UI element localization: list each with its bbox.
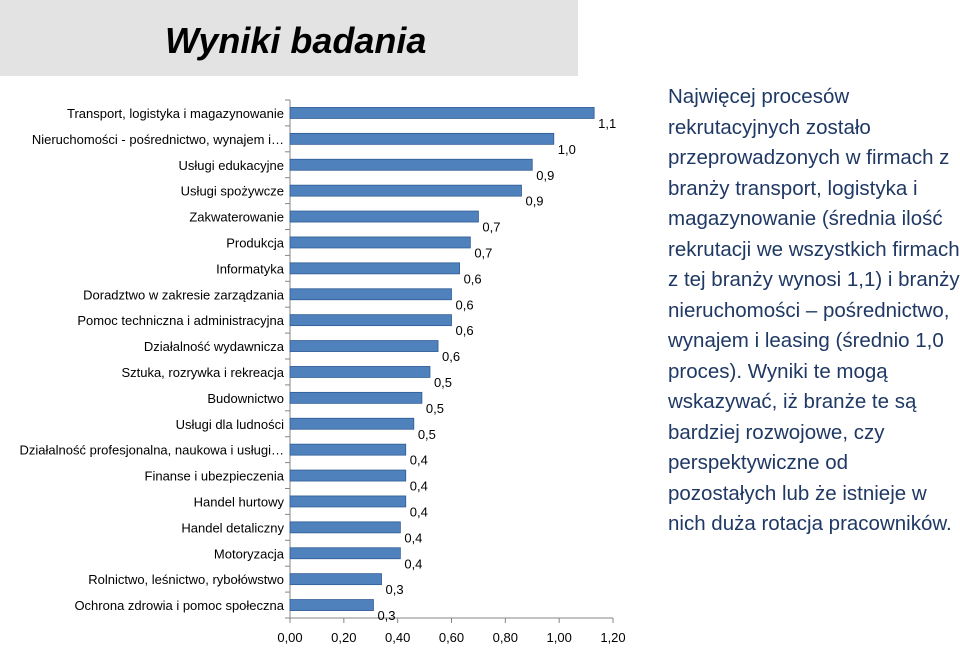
data-label: 0,4 (410, 479, 428, 494)
x-tick-label: 1,00 (547, 630, 572, 645)
bar (289, 340, 439, 352)
data-label: 0,9 (525, 194, 543, 209)
summary-text: Najwięcej procesów rekrutacyjnych został… (668, 85, 960, 535)
bar (289, 210, 479, 223)
bar (289, 443, 407, 456)
category-label: Informatyka (216, 261, 285, 276)
category-label: Ochrona zdrowia i pomoc społeczna (74, 598, 284, 613)
chart-bars (289, 107, 595, 611)
data-label: 0,5 (418, 427, 436, 442)
data-label: 0,4 (410, 504, 428, 519)
page-title: Wyniki badania (165, 20, 427, 61)
bar (289, 236, 471, 249)
x-tick-label: 0,20 (331, 630, 356, 645)
bar (289, 521, 401, 534)
bar (289, 547, 401, 560)
data-label: 0,3 (386, 582, 404, 597)
category-label: Finanse i ubezpieczenia (145, 469, 285, 484)
bar (289, 158, 533, 171)
bar (289, 366, 431, 378)
category-label: Transport, logistyka i magazynowanie (67, 106, 284, 121)
data-label: 0,4 (410, 453, 428, 468)
category-label: Rolnictwo, leśnictwo, rybołówstwo (88, 572, 284, 587)
data-label: 1,1 (598, 116, 616, 131)
x-tick-label: 0,40 (385, 630, 410, 645)
data-label: 0,6 (464, 271, 482, 286)
data-label: 0,5 (434, 375, 452, 390)
data-label: 0,9 (536, 168, 554, 183)
category-label: Działalność wydawnicza (144, 339, 285, 354)
data-label: 1,0 (558, 142, 576, 157)
chart-labels: Transport, logistyka i magazynowanie 1,1 N… (20, 106, 617, 623)
bar (289, 417, 415, 430)
data-label: 0,4 (404, 556, 422, 571)
x-tick-label: 0,80 (493, 630, 518, 645)
bar (289, 469, 407, 482)
bar (289, 314, 452, 327)
category-label: Budownictwo (207, 391, 284, 406)
bar (289, 132, 555, 145)
bar (289, 262, 460, 275)
bar (289, 288, 452, 301)
category-label: Usługi edukacyjne (178, 158, 284, 173)
category-label: Sztuka, rozrywka i rekreacja (121, 365, 284, 380)
category-label: Usługi spożywcze (181, 184, 284, 199)
data-label: 0,7 (482, 220, 500, 235)
bar (289, 599, 374, 611)
bar (289, 184, 522, 197)
category-label: Produkcja (226, 235, 285, 250)
category-label: Pomoc techniczna i administracyjna (77, 313, 284, 328)
data-label: 0,6 (456, 297, 474, 312)
data-label: 0,7 (474, 245, 492, 260)
category-label: Nieruchomości - pośrednictwo, wynajem i… (32, 132, 284, 147)
title-background (0, 0, 578, 76)
data-label: 0,5 (426, 401, 444, 416)
data-label: 0,6 (442, 349, 460, 364)
bar (289, 391, 423, 404)
x-tick-label: 0,60 (439, 630, 464, 645)
category-label: Doradztwo w zakresie zarządzania (83, 287, 285, 302)
category-label: Usługi dla ludności (176, 417, 285, 432)
category-label: Motoryzacja (214, 546, 285, 561)
data-label: 0,3 (377, 608, 395, 623)
x-tick-label: 1,20 (600, 630, 625, 645)
x-tick-label: 0,00 (277, 630, 302, 645)
category-label: Handel detaliczny (181, 520, 284, 535)
bar (289, 573, 382, 586)
category-label: Działalność profesjonalna, naukowa i usł… (20, 443, 284, 458)
bar-chart: 0,00 0,20 0,40 0,60 0,80 1,00 1,20 Transport, … (20, 99, 626, 645)
data-label: 0,6 (456, 323, 474, 338)
category-label: Handel hurtowy (194, 494, 285, 509)
category-label: Zakwaterowanie (189, 210, 284, 225)
data-label: 0,4 (404, 530, 422, 545)
bar (289, 495, 407, 508)
bar (289, 107, 595, 119)
